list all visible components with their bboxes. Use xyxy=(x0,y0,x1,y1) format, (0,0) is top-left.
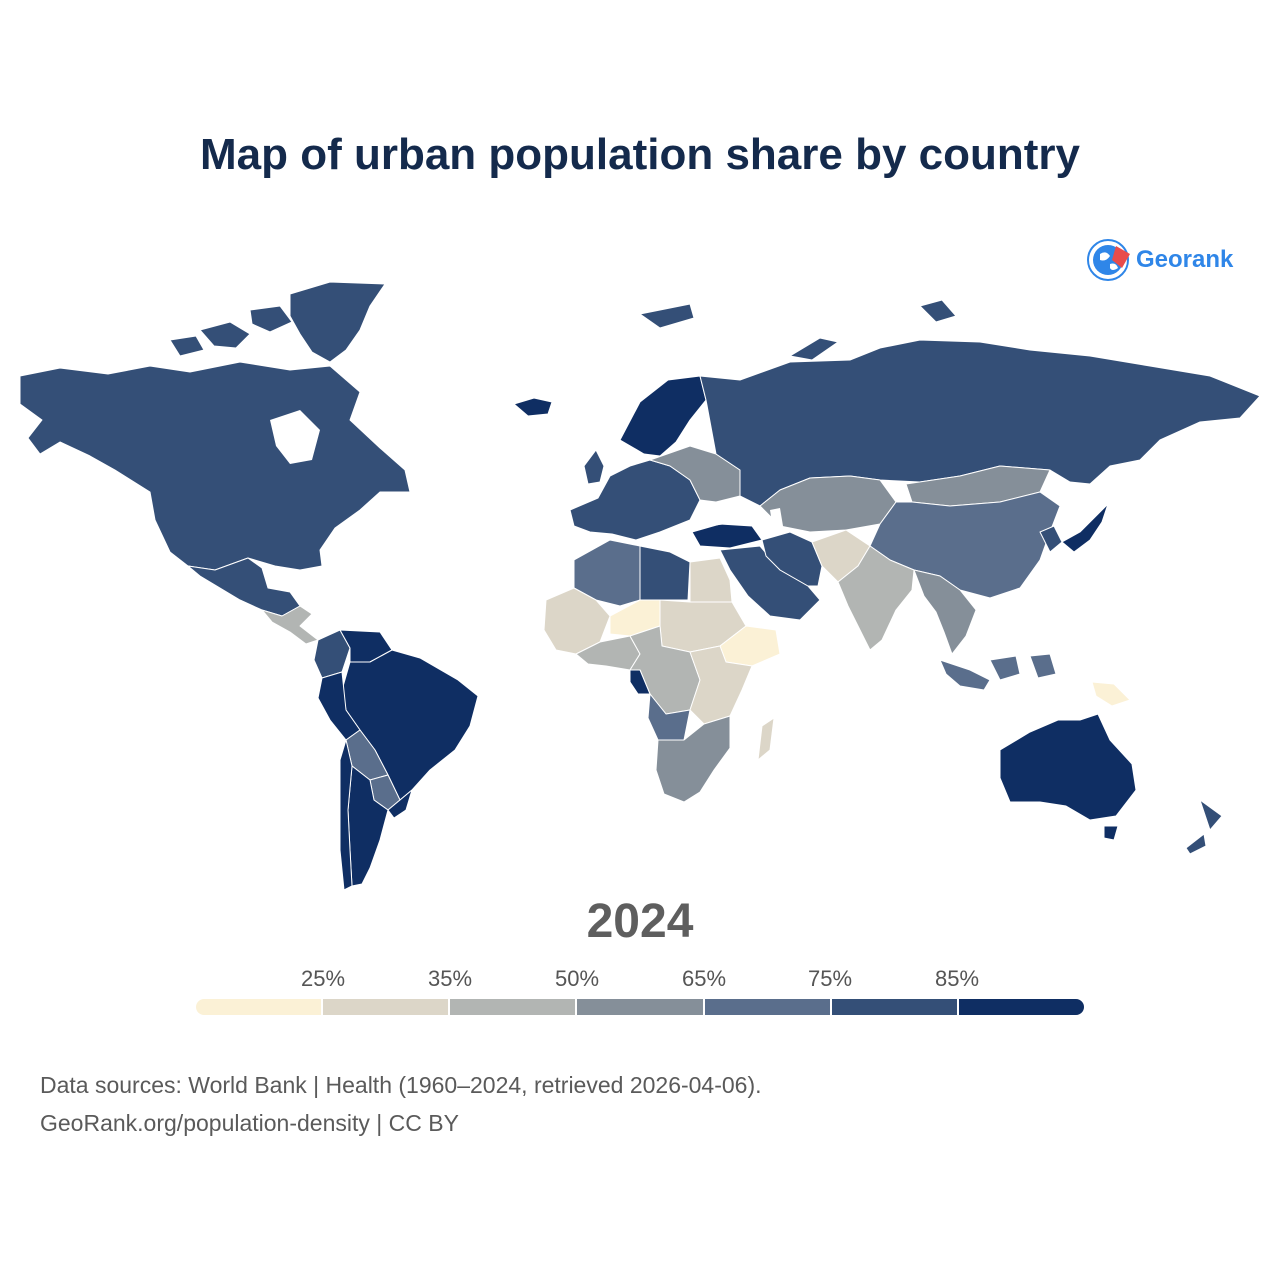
region-papua-new-guinea[interactable] xyxy=(1091,681,1131,707)
region-iran[interactable] xyxy=(761,531,823,587)
legend-swatch xyxy=(958,999,1084,1015)
region-arctic-islands[interactable] xyxy=(169,305,293,357)
legend-label: 65% xyxy=(681,966,727,991)
legend-color-bar xyxy=(196,999,1084,1015)
region-uruguay[interactable] xyxy=(387,789,413,819)
region-india[interactable] xyxy=(837,545,915,651)
globe-logo-icon xyxy=(1087,239,1130,281)
region-chile[interactable] xyxy=(339,739,353,891)
footer: Data sources: World Bank | Health (1960–… xyxy=(40,1066,762,1142)
region-east-africa[interactable] xyxy=(689,645,753,725)
region-greenland[interactable] xyxy=(289,281,386,363)
region-tasmania[interactable] xyxy=(1103,825,1119,841)
legend-label: 85% xyxy=(934,966,980,991)
region-central-america[interactable] xyxy=(261,605,319,645)
region-north-america[interactable] xyxy=(19,361,411,571)
legend-swatch xyxy=(831,999,959,1015)
region-scandinavia[interactable] xyxy=(619,375,707,457)
legend-labels: 25% 35% 50% 65% 75% 85% xyxy=(196,966,1084,994)
caspian-sea xyxy=(770,508,784,536)
region-japan[interactable] xyxy=(1061,503,1109,553)
region-turkey[interactable] xyxy=(691,523,763,549)
legend: 25% 35% 50% 65% 75% 85% xyxy=(196,966,1084,1018)
page-title: Map of urban population share by country xyxy=(199,130,1081,179)
region-australia[interactable] xyxy=(999,713,1137,821)
region-libya[interactable] xyxy=(639,545,691,601)
region-indonesia[interactable] xyxy=(939,653,1057,691)
region-eastern-europe[interactable] xyxy=(649,445,741,503)
region-russia-islands[interactable] xyxy=(639,299,957,361)
brand-name: Georank xyxy=(1136,246,1234,273)
legend-label: 75% xyxy=(807,966,853,991)
region-southern-africa[interactable] xyxy=(655,715,731,803)
black-sea xyxy=(700,510,740,526)
region-iceland[interactable] xyxy=(513,397,553,417)
hudson-bay xyxy=(270,410,320,464)
legend-label: 35% xyxy=(427,966,473,991)
legend-swatch xyxy=(196,999,324,1015)
region-new-zealand[interactable] xyxy=(1185,799,1223,855)
attribution-link[interactable]: GeoRank.org/population-density | CC BY xyxy=(40,1110,459,1136)
brand-logo[interactable]: Georank xyxy=(1086,238,1233,282)
region-egypt[interactable] xyxy=(689,557,733,603)
region-southeast-asia[interactable] xyxy=(913,569,977,655)
world-map xyxy=(19,281,1261,891)
data-source-text: Data sources: World Bank | Health (1960–… xyxy=(40,1072,762,1098)
region-madagascar[interactable] xyxy=(757,717,775,761)
region-gabon[interactable] xyxy=(629,669,651,695)
legend-swatch xyxy=(450,999,578,1015)
legend-swatch xyxy=(704,999,832,1015)
legend-swatch xyxy=(323,999,451,1015)
legend-swatch xyxy=(577,999,705,1015)
legend-label: 25% xyxy=(300,966,346,991)
year-label: 2024 xyxy=(586,895,694,948)
legend-label: 50% xyxy=(554,966,600,991)
region-uk[interactable] xyxy=(583,449,605,485)
